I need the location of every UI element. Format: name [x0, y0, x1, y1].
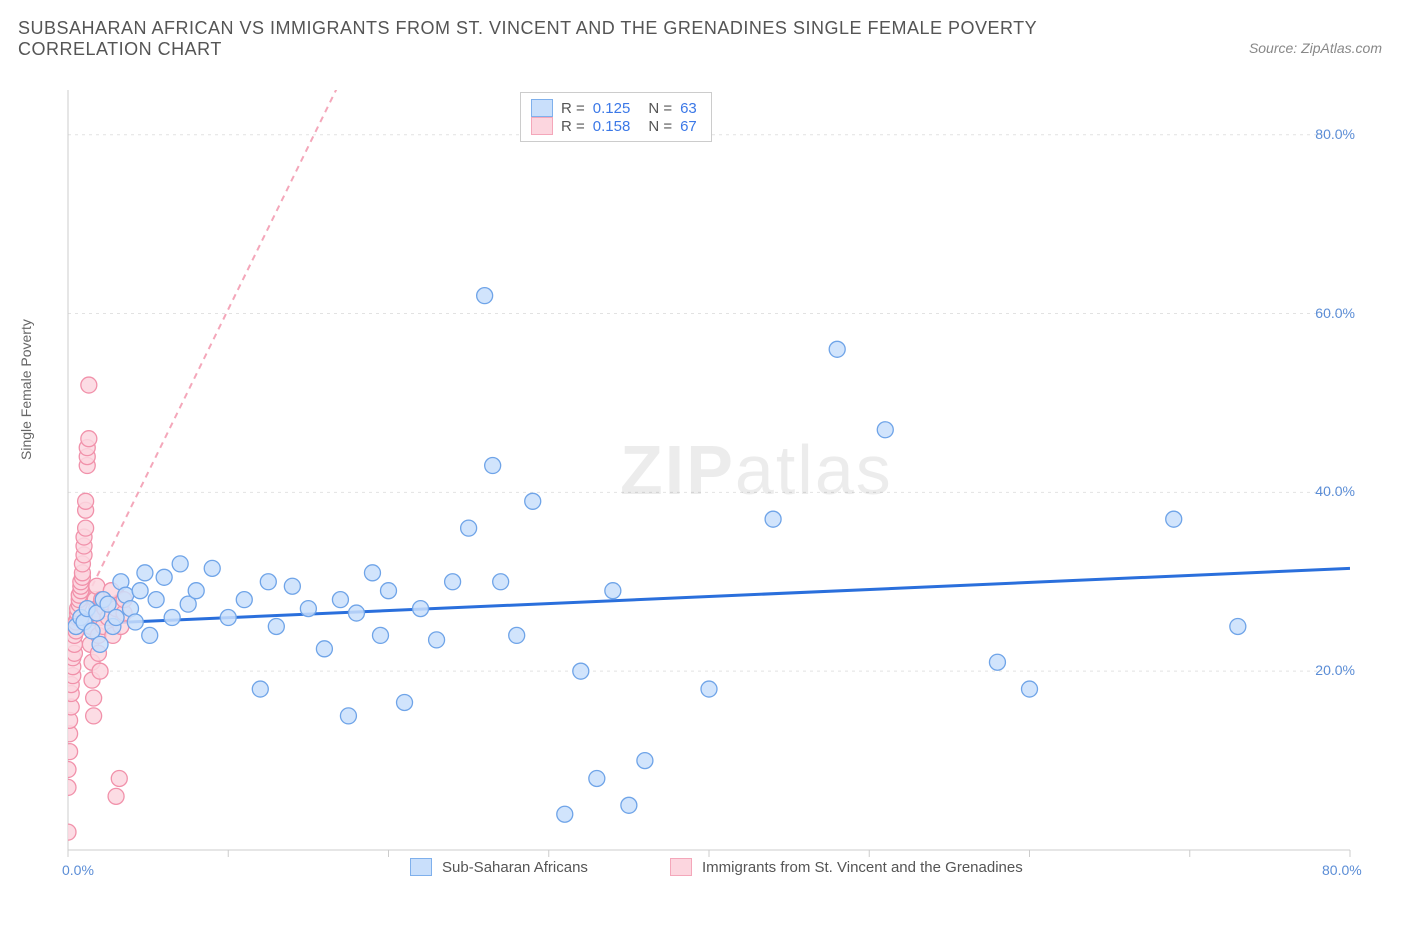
- y-axis-label: Single Female Poverty: [18, 319, 34, 460]
- plot-area: ZIPatlas R =0.125N =63R =0.158N =67 20.0…: [60, 90, 1380, 850]
- source-label: Source: ZipAtlas.com: [1249, 40, 1382, 56]
- y-tick-label: 40.0%: [1300, 483, 1355, 499]
- y-tick-label: 80.0%: [1300, 126, 1355, 142]
- x-tick-label: 80.0%: [1322, 862, 1362, 878]
- series-legend: Immigrants from St. Vincent and the Gren…: [670, 858, 1023, 876]
- stats-legend: R =0.125N =63R =0.158N =67: [520, 92, 712, 142]
- y-tick-label: 60.0%: [1300, 305, 1355, 321]
- y-tick-label: 20.0%: [1300, 662, 1355, 678]
- series-legend: Sub-Saharan Africans: [410, 858, 588, 876]
- x-tick-label: 0.0%: [62, 862, 94, 878]
- scatter-plot: [60, 90, 1380, 860]
- chart-title: SUBSAHARAN AFRICAN VS IMMIGRANTS FROM ST…: [18, 18, 1118, 60]
